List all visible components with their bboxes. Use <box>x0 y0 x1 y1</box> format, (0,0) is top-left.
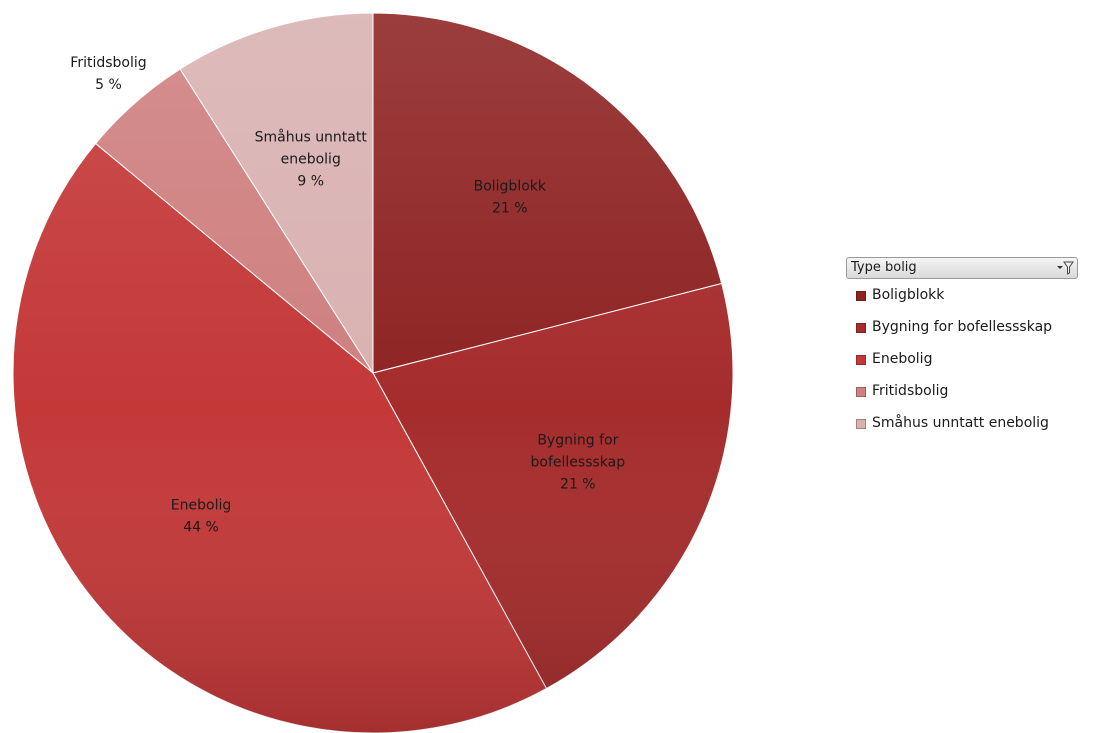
legend-label: Bygning for bofellessskap <box>872 319 1053 335</box>
legend-item-boligblokk[interactable]: Boligblokk <box>846 279 1108 311</box>
data-label-fritidsbolig: Fritidsbolig 5 % <box>70 55 146 93</box>
legend-item-bygning-for-bofellessskap[interactable]: Bygning for bofellessskap <box>846 311 1108 343</box>
data-label-bygning-for-bofellessskap: Bygning for bofellessskap 21 % <box>531 433 626 493</box>
legend-item-enebolig[interactable]: Enebolig <box>846 343 1108 375</box>
pie-chart: Boligblokk 21 % Bygning for bofellessskap 21… <box>12 12 734 733</box>
legend-swatch <box>856 291 866 301</box>
legend-swatch <box>856 355 866 365</box>
legend-swatch <box>856 419 866 429</box>
legend-item-fritidsbolig[interactable]: Fritidsbolig <box>846 375 1108 407</box>
legend-label: Enebolig <box>872 351 933 367</box>
legend-item-sm-hus-unntatt-enebolig[interactable]: Småhus unntatt enebolig <box>846 407 1108 439</box>
legend-label: Fritidsbolig <box>872 383 949 399</box>
legend-filter-button[interactable]: Type bolig <box>846 257 1078 279</box>
legend-title: Type bolig <box>851 260 917 275</box>
data-label-enebolig: Enebolig 44 % <box>171 497 231 535</box>
legend-swatch <box>856 323 866 333</box>
legend-swatch <box>856 387 866 397</box>
data-label-boligblokk: Boligblokk 21 % <box>474 179 547 217</box>
data-label-sm-hus-unntatt-enebolig: Småhus unntatt enebolig 9 % <box>255 129 368 190</box>
legend-label: Småhus unntatt enebolig <box>872 415 1049 431</box>
legend-items: Boligblokk Bygning for bofellessskap Enebo… <box>846 279 1108 439</box>
legend-label: Boligblokk <box>872 287 945 303</box>
legend: Type bolig Boligblokk Bygning for bofelle… <box>846 257 1108 439</box>
filter-dropdown-icon <box>1057 261 1074 275</box>
